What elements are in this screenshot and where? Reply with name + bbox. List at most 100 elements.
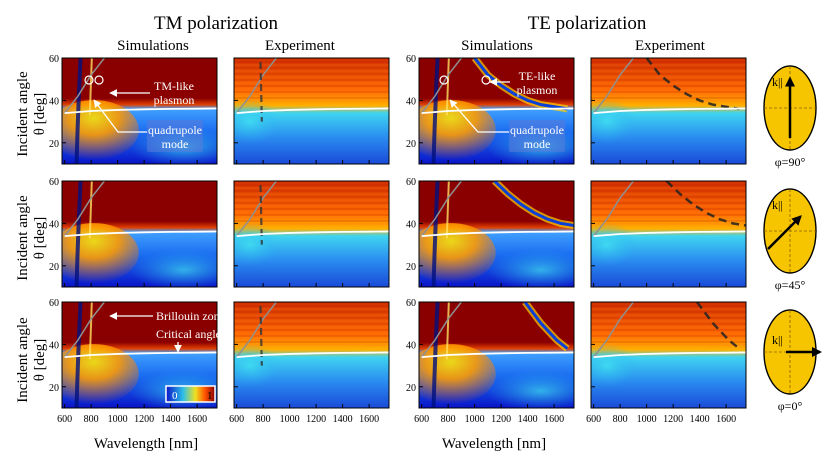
x-tick-label: 1200 <box>306 414 326 425</box>
heatmap-blob <box>62 100 139 161</box>
critical-angle-line <box>593 230 746 238</box>
phi-label: φ=0° <box>778 399 803 413</box>
heatmap-blob <box>419 100 496 161</box>
heatmap-blob <box>485 250 574 287</box>
panel-frame <box>590 301 747 409</box>
ylabel-line2: θ [deg] <box>32 217 48 260</box>
brillouin-zone-line <box>64 58 105 114</box>
k-parallel-label: k|| <box>772 198 783 212</box>
heatmap <box>234 302 389 408</box>
x-tick-label: 1600 <box>187 414 207 425</box>
annot-tm-plasmon-line2: plasmon <box>154 93 195 107</box>
brillouin-zone-line <box>421 58 462 114</box>
xlabel-te: Wavelength [nm] <box>442 436 546 452</box>
ylabel-line2: θ [deg] <box>32 339 48 382</box>
heatmap-blob <box>128 250 217 287</box>
heatmap <box>234 181 389 287</box>
panel-frame <box>233 301 390 409</box>
te-sim-subtitle: Simulations <box>461 38 533 54</box>
y-tick-label: 20 <box>49 262 59 273</box>
panel-te-simulations-phi45: 20 40 60 <box>406 177 575 288</box>
ylabel-row-1: Incident angle θ [deg] <box>15 195 48 281</box>
heatmap <box>419 58 574 164</box>
heatmap-blob <box>234 222 280 267</box>
x-tick-label: 600 <box>414 414 429 425</box>
critical-angle-line <box>421 230 574 238</box>
resonance-band <box>74 181 83 287</box>
x-tick-label: 600 <box>586 414 601 425</box>
x-tick-label: 600 <box>57 414 72 425</box>
resonance-band <box>445 181 450 239</box>
brillouin-zone-line <box>421 181 462 237</box>
y-tick-label: 40 <box>406 96 416 107</box>
te-plasmon-band <box>493 181 574 228</box>
panel-frame <box>61 180 218 288</box>
y-tick-label: 40 <box>406 340 416 351</box>
heatmap <box>591 181 746 287</box>
marker-circle <box>439 75 449 85</box>
xlabel-tm: Wavelength [nm] <box>94 436 198 452</box>
heatmap <box>591 302 746 408</box>
y-tick-label: 40 <box>49 219 59 230</box>
critical-angle-line <box>593 107 746 115</box>
resonance-band <box>88 302 93 360</box>
panel-frame <box>590 180 747 288</box>
annot-quadrupole-arrow-tm <box>93 99 147 133</box>
x-tick-label: 800 <box>613 414 628 425</box>
y-tick-label: 20 <box>406 262 416 273</box>
panel-frame <box>418 180 575 288</box>
marker-circle <box>84 75 94 85</box>
tm-group-title: TM polarization <box>154 13 278 34</box>
panel-te-simulations-phi0: 20 40 60 600 800 1000 1200 1400 1600 <box>406 298 575 425</box>
annot-quadrupole-box-te <box>509 120 565 152</box>
heatmap <box>419 181 574 287</box>
phi-label: φ=90° <box>775 155 806 169</box>
marker-circle <box>94 75 104 85</box>
polarization-ellipse-row-1: k|| φ=45° <box>763 188 817 292</box>
panel-tm-experiment-phi45 <box>233 180 390 288</box>
resonance-band <box>431 58 440 164</box>
x-tick-label: 600 <box>229 414 244 425</box>
panel-te-simulations-phi90: 20 40 60 <box>406 54 575 165</box>
x-tick-label: 1600 <box>359 414 379 425</box>
k-parallel-label: k|| <box>772 75 783 89</box>
brillouin-zone-line <box>593 181 634 237</box>
panel-te-experiment-phi0: 600 800 1000 1200 1400 1600 <box>586 301 747 425</box>
te-exp-subtitle: Experiment <box>635 38 706 54</box>
annot-quadrupole-line1-te: quadrupole <box>510 123 564 137</box>
y-tick-label: 40 <box>49 340 59 351</box>
heatmap-blob <box>234 99 280 144</box>
resonance-band <box>74 58 83 164</box>
x-tick-label: 1600 <box>716 414 736 425</box>
y-tick-label: 20 <box>406 139 416 150</box>
y-tick-label: 60 <box>49 54 59 65</box>
colorbar-min-label: 0 <box>172 390 178 402</box>
resonance-band <box>431 302 440 408</box>
heatmap-blob <box>419 344 496 405</box>
panel-frame <box>61 301 218 409</box>
x-tick-label: 800 <box>441 414 456 425</box>
resonance-band <box>88 181 93 239</box>
critical-angle-line <box>236 107 389 115</box>
x-tick-label: 1400 <box>690 414 710 425</box>
panel-frame <box>61 57 218 165</box>
phi-label: φ=45° <box>775 278 806 292</box>
y-tick-label: 20 <box>49 139 59 150</box>
panel-tm-simulations-phi45: 20 40 60 <box>49 177 218 288</box>
tm-sim-subtitle: Simulations <box>117 38 189 54</box>
heatmap-blob <box>591 343 637 388</box>
brillouin-zone-line <box>64 302 105 358</box>
polarization-diagrams: k|| φ=90° k|| φ=45° k|| φ=0° <box>763 65 822 413</box>
panel-frame <box>418 301 575 409</box>
k-parallel-arrow <box>767 215 802 250</box>
resonance-band <box>445 302 450 360</box>
ylabel-row-2: Incident angle θ [deg] <box>15 317 48 403</box>
resonance-band <box>88 58 93 116</box>
heatmap-blob <box>591 222 637 267</box>
panel-te-experiment-phi90 <box>590 57 747 165</box>
colorbar-max-label: 1 <box>207 390 213 402</box>
x-tick-label: 1000 <box>280 414 300 425</box>
brillouin-zone-line <box>236 302 277 358</box>
panel-frame <box>418 57 575 165</box>
